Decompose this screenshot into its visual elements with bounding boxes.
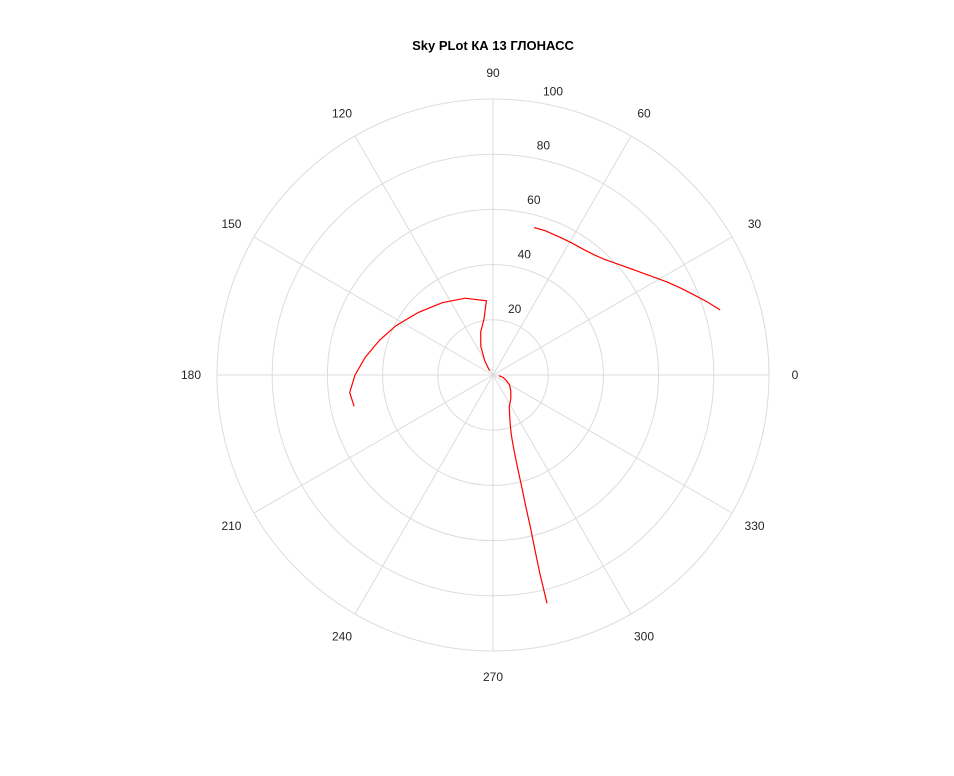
angle-tick-label: 0 bbox=[792, 368, 799, 382]
chart-title: Sky PLot КА 13 ГЛОНАСС bbox=[412, 38, 574, 53]
angular-gridline-60 bbox=[492, 135, 632, 376]
angle-tick-label: 270 bbox=[483, 670, 503, 684]
angular-gridline-120 bbox=[354, 135, 494, 376]
angular-gridline-330 bbox=[492, 374, 733, 514]
angle-tick-label: 90 bbox=[486, 66, 500, 80]
polar-grid bbox=[216, 98, 770, 652]
angle-tick-label: 210 bbox=[221, 519, 241, 533]
radial-tick-label: 40 bbox=[518, 247, 532, 261]
angular-gridline-210 bbox=[253, 374, 494, 514]
radial-tick-label: 60 bbox=[527, 193, 541, 207]
radial-tick-label: 80 bbox=[537, 139, 551, 153]
radial-tick-label: 20 bbox=[508, 302, 522, 316]
angle-tick-label: 120 bbox=[332, 106, 352, 120]
series-line-segment-1 bbox=[534, 226, 721, 311]
angle-tick-label: 330 bbox=[745, 519, 765, 533]
angle-tick-label: 60 bbox=[637, 106, 651, 120]
radial-tick-label: 100 bbox=[543, 84, 563, 98]
series-line-segment-2 bbox=[498, 375, 548, 604]
angle-tick-label: 30 bbox=[748, 217, 762, 231]
tick-labels: 0 30 60 90 120 150 180 210 240 270 300 330 20 40 60 80 1… bbox=[181, 66, 799, 684]
angular-gridline-300 bbox=[492, 374, 632, 615]
series-layer bbox=[349, 226, 721, 604]
angular-gridline-240 bbox=[354, 374, 494, 615]
angular-gridline-150 bbox=[253, 236, 494, 376]
angle-tick-label: 300 bbox=[634, 630, 654, 644]
angular-gridline-30 bbox=[492, 236, 733, 376]
angle-tick-label: 180 bbox=[181, 368, 201, 382]
series-line-segment-3 bbox=[349, 297, 491, 407]
angle-tick-label: 150 bbox=[221, 217, 241, 231]
angle-tick-label: 240 bbox=[332, 630, 352, 644]
